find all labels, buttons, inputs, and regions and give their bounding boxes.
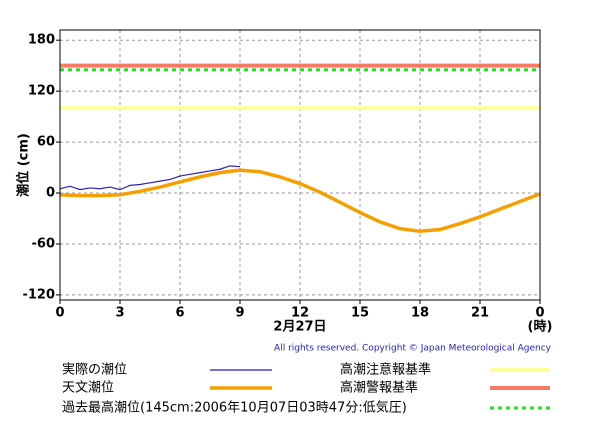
- legend-label: 過去最高潮位(145cm:2006年10月07日03時47分:低気圧): [62, 400, 407, 416]
- x-unit: (時): [528, 319, 553, 335]
- legend-label: 天文潮位: [62, 381, 114, 396]
- x-axis-label: 2月27日: [273, 320, 326, 335]
- y-tick-label: 180: [28, 33, 55, 48]
- plot-frame: [59, 29, 541, 301]
- y-tick-label: 0: [46, 186, 55, 201]
- x-tick-label: 9: [235, 306, 244, 321]
- legend-label: 実際の潮位: [62, 362, 127, 378]
- x-tick-label: 18: [411, 306, 429, 321]
- y-tick-label: -60: [32, 236, 56, 251]
- x-tick-label: 15: [351, 306, 369, 321]
- y-tick-label: -120: [22, 287, 55, 302]
- legend-label: 高潮注意報基準: [340, 362, 431, 378]
- series-line: [59, 165, 241, 191]
- x-tick-label: 12: [291, 306, 309, 321]
- x-tick-label: 0: [535, 306, 544, 321]
- x-tick-label: 6: [175, 306, 184, 321]
- y-axis-label: 潮位 (cm): [16, 133, 32, 197]
- x-tick-label: 3: [115, 306, 124, 321]
- y-tick-label: 120: [28, 84, 55, 99]
- x-tick-label: 0: [55, 306, 64, 321]
- x-tick-label: 21: [471, 306, 489, 321]
- legend-label: 高潮警報基準: [340, 380, 418, 396]
- copyright: All rights reserved. Copyright © Japan M…: [274, 344, 552, 354]
- series-line: [59, 168, 541, 233]
- y-tick-label: 60: [37, 135, 55, 150]
